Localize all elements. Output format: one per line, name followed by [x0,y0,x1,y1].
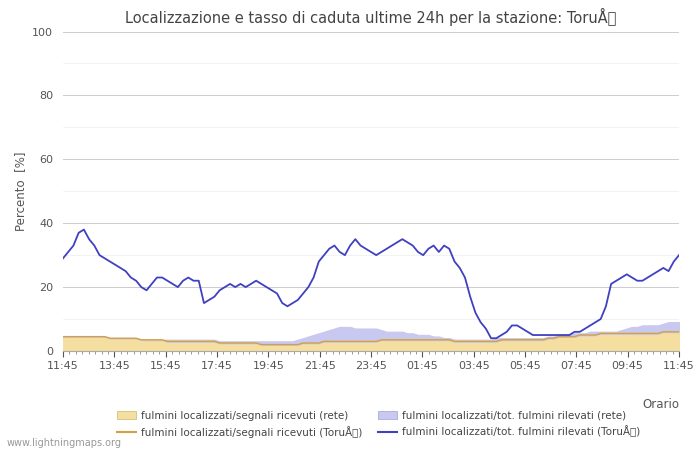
Title: Localizzazione e tasso di caduta ultime 24h per la stazione: ToruÅ: Localizzazione e tasso di caduta ultime … [125,8,617,26]
Legend: fulmini localizzati/segnali ricevuti (rete), fulmini localizzati/segnali ricevut: fulmini localizzati/segnali ricevuti (re… [118,410,640,438]
Y-axis label: Percento  [%]: Percento [%] [14,152,27,231]
Text: Orario: Orario [642,398,679,411]
Text: www.lightningmaps.org: www.lightningmaps.org [7,438,122,448]
